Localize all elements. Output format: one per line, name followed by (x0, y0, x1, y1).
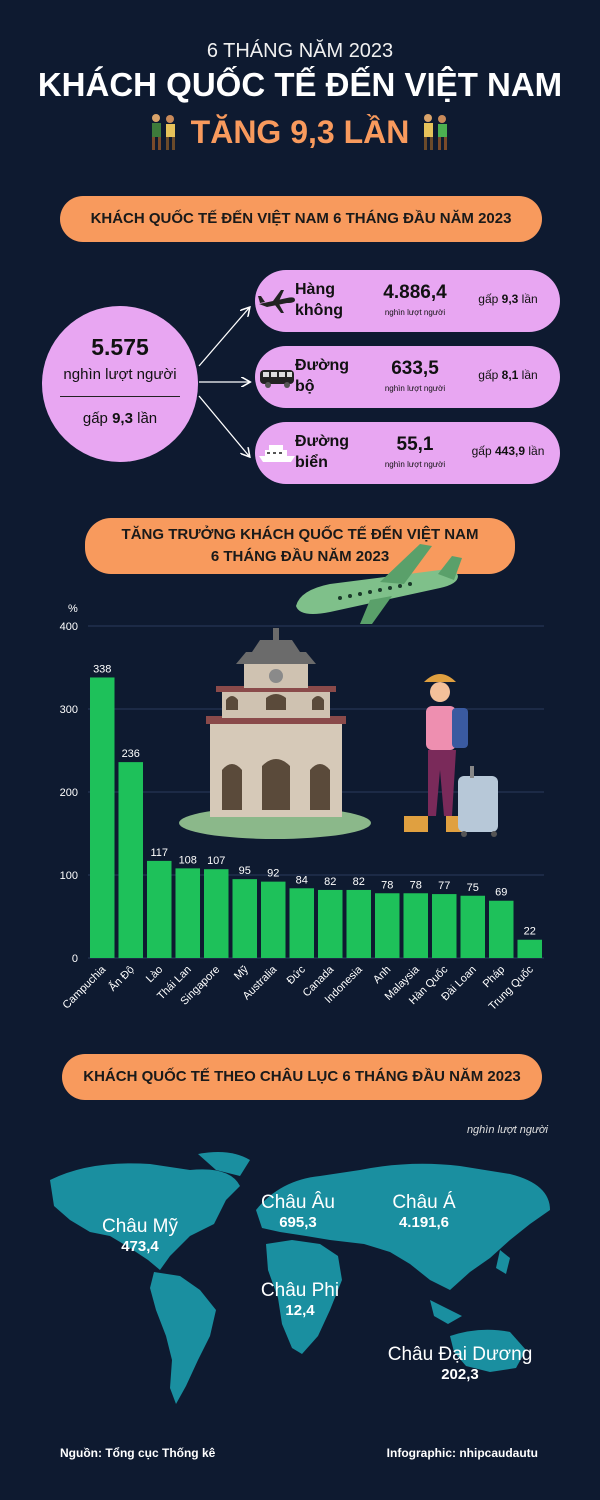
section-heading: KHÁCH QUỐC TẾ ĐẾN VIỆT NAM 6 THÁNG ĐẦU N… (60, 196, 542, 242)
mode-multiplier: gấp 9,3 lần (478, 292, 538, 306)
mode-card-air: Hàng không 4.886,4 nghìn lượt người gấp … (255, 270, 560, 332)
y-tick-label: 100 (60, 870, 78, 882)
data-label: 77 (438, 880, 450, 892)
data-label: 78 (381, 879, 393, 891)
data-label: 108 (179, 854, 197, 866)
traveler-illustration (404, 674, 498, 837)
mode-value: 633,5 (391, 358, 439, 379)
bar (403, 893, 429, 958)
mode-unit: nghìn lượt người (384, 460, 446, 469)
x-tick-label: Campuchia (61, 963, 109, 1011)
tourist-icon (424, 114, 447, 150)
data-label: 95 (239, 865, 251, 877)
data-label: 84 (296, 874, 308, 886)
bar (175, 868, 201, 958)
y-axis-label: % (68, 603, 78, 615)
bar (89, 677, 115, 958)
continent-oceania: Châu Đại Dương 202,3 (387, 1344, 533, 1383)
data-label: 92 (267, 868, 279, 880)
total-visitors-circle: 5.575 nghìn lượt người gấp 9,3 lần (42, 306, 198, 462)
mode-card-sea: Đường biển 55,1 nghìn lượt người gấp 443… (255, 422, 560, 484)
x-tick-label: Anh (371, 964, 393, 986)
y-tick-label: 0 (72, 953, 78, 965)
continent-asia: Châu Á 4.191,6 (392, 1192, 456, 1231)
data-label: 107 (207, 855, 225, 867)
bar (431, 894, 457, 958)
mode-name: Đường biển (295, 433, 350, 471)
page-title: KHÁCH QUỐC TẾ ĐẾN VIỆT NAM (37, 66, 563, 103)
mode-name: Hàng không (295, 281, 343, 319)
credit-note: Infographic: nhipcaudautu (386, 1446, 538, 1460)
supertitle: 6 THÁNG NĂM 2023 (206, 40, 394, 62)
divider (60, 396, 180, 397)
mode-value: 55,1 (396, 434, 434, 455)
airplane-icon (258, 290, 295, 313)
mode-multiplier: gấp 443,9 lần (471, 444, 545, 458)
ship-icon (259, 445, 295, 462)
source-note: Nguồn: Tổng cục Thống kê (60, 1446, 216, 1460)
bar (289, 888, 315, 958)
bar (232, 879, 258, 958)
mode-name: Đường bộ (295, 357, 350, 395)
section-heading-line2: 6 THÁNG ĐẦU NĂM 2023 (210, 548, 390, 565)
mode-value: 4.886,4 (383, 282, 447, 303)
x-tick-label: Mỹ (232, 963, 251, 982)
bar (517, 939, 543, 958)
x-tick-label: Đức (285, 963, 309, 987)
section-heading: KHÁCH QUỐC TẾ THEO CHÂU LỤC 6 THÁNG ĐẦU … (62, 1054, 542, 1100)
total-multiplier: gấp 9,3 lần (82, 410, 158, 427)
continent-africa: Châu Phi 12,4 (260, 1280, 340, 1319)
y-tick-label: 400 (60, 621, 78, 633)
mode-unit: nghìn lượt người (384, 308, 446, 317)
section-heading-line1: TĂNG TRƯỞNG KHÁCH QUỐC TẾ ĐẾN VIỆT NAM (121, 526, 479, 543)
x-tick-label: Ấn Độ (106, 963, 137, 994)
mode-multiplier: gấp 8,1 lần (478, 368, 538, 382)
total-unit: nghìn lượt người (63, 366, 177, 383)
map-unit: nghìn lượt người (466, 1124, 548, 1136)
data-label: 75 (467, 882, 479, 894)
continent-europe: Châu Âu 695,3 (261, 1192, 335, 1231)
van-icon (260, 370, 294, 388)
airplane-illustration (296, 544, 462, 624)
world-map (50, 1152, 550, 1404)
data-label: 82 (353, 876, 365, 888)
tourist-icon (152, 114, 175, 150)
total-value: 5.575 (91, 334, 149, 360)
data-label: 22 (524, 926, 536, 938)
pagoda-illustration (179, 628, 371, 839)
data-label: 117 (150, 847, 168, 859)
mode-card-road: Đường bộ 633,5 nghìn lượt người gấp 8,1 … (255, 346, 560, 408)
bar (374, 893, 400, 958)
bar (317, 889, 343, 958)
bar (460, 895, 486, 958)
mode-unit: nghìn lượt người (384, 384, 446, 393)
data-label: 236 (122, 748, 140, 760)
continent-americas: Châu Mỹ 473,4 (101, 1216, 179, 1255)
data-label: 338 (93, 663, 111, 675)
data-label: 78 (410, 879, 422, 891)
y-tick-label: 200 (60, 787, 78, 799)
y-tick-label: 300 (60, 704, 78, 716)
bar (203, 869, 229, 958)
data-label: 82 (324, 876, 336, 888)
bar (118, 762, 144, 958)
data-label: 69 (495, 887, 507, 899)
bar (146, 860, 172, 958)
bar (260, 881, 286, 958)
section-heading: TĂNG TRƯỞNG KHÁCH QUỐC TẾ ĐẾN VIỆT NAM 6… (85, 518, 515, 574)
bar (346, 889, 372, 958)
x-tick-label: Lào (144, 964, 165, 985)
connector-arrows (198, 300, 255, 470)
page-subtitle: TĂNG 9,3 LẦN (190, 114, 410, 150)
bar (488, 900, 514, 958)
